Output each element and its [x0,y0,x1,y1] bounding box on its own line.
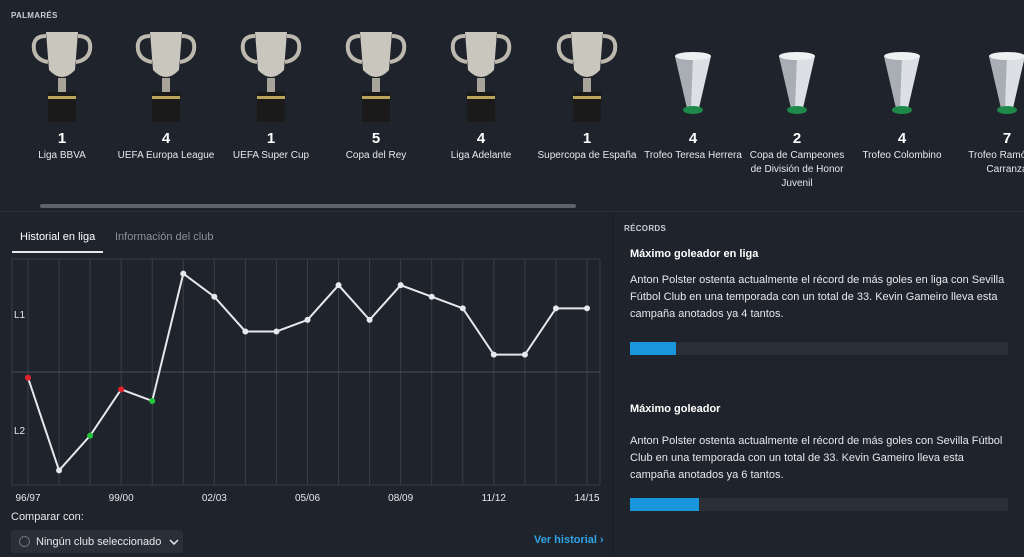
placeholder-trophy-icon [850,26,954,126]
trophy-item[interactable]: 4 Trofeo Teresa Herrera [641,26,745,163]
view-history-link[interactable]: Ver historial › [534,534,604,546]
trophy-name: Trofeo Colombino [862,150,942,161]
trophy-name: Trofeo Ramón de Carranza [968,150,1024,175]
season-point [242,328,249,335]
record-progress-fill [630,498,699,511]
x-tick-label: 08/09 [388,493,413,504]
trophy-item[interactable]: 5 Copa del Rey [324,26,428,163]
trophy-count: 4 [897,130,907,147]
trophy-name: Trofeo Teresa Herrera [644,150,742,161]
x-tick-label: 96/97 [15,493,40,504]
season-point [304,316,311,323]
record-description: Anton Polster ostenta actualmente el réc… [630,274,1005,320]
trophy-name: Supercopa de España [537,150,637,161]
trophy-count: 1 [582,130,592,147]
record-progress-fill [630,342,676,355]
season-point [273,328,280,335]
trophy-icon [429,26,533,126]
season-point [490,351,497,358]
trophy-item[interactable]: 1 Liga BBVA [10,26,114,163]
record-heading: Máximo goleador en liga [630,248,759,260]
trophy-count: 2 [792,130,802,147]
season-point [459,305,466,312]
trophy-count: 4 [688,130,698,147]
palmares-title: PALMARÉS [11,11,58,20]
season-point [149,397,156,404]
club-badge-icon [19,536,30,547]
trophy-name: UEFA Europa League [117,150,215,161]
season-point [180,270,187,277]
season-point [118,386,125,393]
placeholder-trophy-icon [641,26,745,126]
compare-club-select[interactable]: Ningún club seleccionado [11,530,183,553]
season-point [25,374,31,381]
season-point [56,467,63,474]
placeholder-trophy-icon [745,26,849,126]
trophy-count: 4 [476,130,486,147]
trophy-name: Copa de Campeones de División de Honor J… [749,150,845,189]
x-tick-label: 11/12 [482,493,507,504]
x-tick-label: 02/03 [202,493,227,504]
record-progress-bar [630,498,1008,511]
trophy-item[interactable]: 4 UEFA Europa League [114,26,218,163]
placeholder-trophy-icon [955,26,1024,126]
trophy-icon [10,26,114,126]
record-heading: Máximo goleador [630,403,721,415]
chevron-right-icon: › [600,534,604,546]
trophy-count: 1 [266,130,276,147]
palmares-panel: PALMARÉS 1 Liga BBVA 4 UEFA Europa League 1 U… [0,0,1024,212]
trophy-item[interactable]: 1 UEFA Super Cup [219,26,323,163]
tab-club-info[interactable]: Información del club [115,231,214,243]
record-progress-bar [630,342,1008,355]
season-point [366,316,373,323]
tab-league-history[interactable]: Historial en liga [20,231,96,243]
season-point [428,293,435,300]
record-description: Anton Polster ostenta actualmente el réc… [630,435,1003,481]
records-title: RÉCORDS [624,224,667,233]
season-point [87,432,94,439]
season-point [584,305,590,312]
trophy-name: Copa del Rey [345,150,407,161]
records-panel: RÉCORDS Máximo goleador en liga Anton Po… [614,213,1024,557]
trophy-scrollbar[interactable] [40,204,576,208]
compare-label: Comparar con: [11,511,84,523]
trophy-count: 5 [371,130,381,147]
y-tick-label: L1 [14,310,26,321]
season-point [335,282,342,289]
season-point [521,351,528,358]
season-point [552,305,559,312]
trophy-item[interactable]: 2 Copa de Campeones de División de Honor … [745,26,849,191]
view-history-label: Ver historial [534,534,597,546]
trophy-icon [535,26,639,126]
chevron-down-icon [169,536,179,548]
trophy-item[interactable]: 1 Supercopa de España [535,26,639,163]
trophy-icon [114,26,218,126]
season-point [211,293,218,300]
trophy-icon [219,26,323,126]
trophy-name: Liga Adelante [450,150,512,161]
x-tick-label: 05/06 [295,493,320,504]
x-tick-label: 14/15 [574,493,599,504]
trophy-count: 4 [161,130,171,147]
trophy-name: Liga BBVA [38,150,86,161]
trophy-name: UEFA Super Cup [232,150,310,161]
league-position-chart: L1 L2 96/97 99/00 02/03 05/06 08/09 11/12 14/15 [11,258,601,504]
y-tick-label: L2 [14,426,26,437]
trophy-item[interactable]: 4 Trofeo Colombino [850,26,954,163]
x-tick-label: 99/00 [109,493,134,504]
trophy-item[interactable]: 4 Liga Adelante [429,26,533,163]
active-tab-indicator [12,251,103,253]
league-history-panel: Historial en liga Información del club L… [0,213,612,557]
compare-select-value: Ningún club seleccionado [36,535,162,548]
trophy-item[interactable]: 7 Trofeo Ramón de Carranza [955,26,1024,177]
trophy-count: 7 [1002,130,1012,147]
trophy-icon [324,26,428,126]
season-point [397,282,404,289]
trophy-count: 1 [57,130,67,147]
